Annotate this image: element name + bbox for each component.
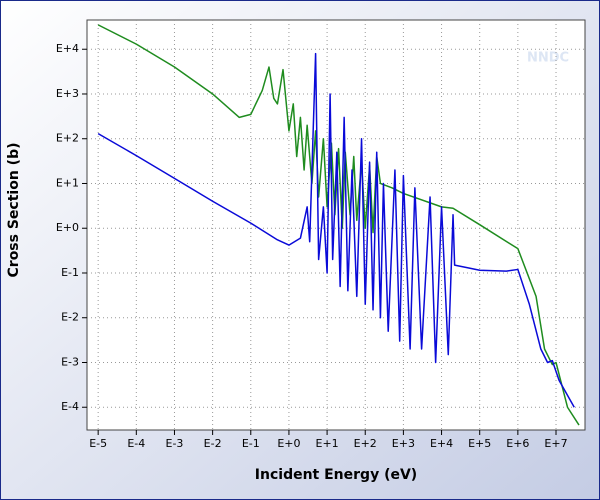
y-tick-label: E+1: [56, 176, 79, 189]
x-tick-label: E+6: [506, 437, 529, 450]
x-axis-label: Incident Energy (eV): [255, 467, 417, 483]
plot-area: [86, 19, 586, 431]
x-tick-label: E+4: [430, 437, 453, 450]
x-tick-label: E-5: [89, 437, 107, 450]
y-tick-label: E+2: [56, 132, 79, 145]
series-line: [97, 52, 575, 408]
y-tick-label: E-2: [61, 311, 79, 324]
series-group: [97, 24, 580, 426]
x-tick-label: E+1: [316, 437, 339, 450]
y-axis-label: Cross Section (b): [6, 143, 22, 278]
x-tick-label: E+5: [468, 437, 491, 450]
x-tick-label: E+0: [277, 437, 300, 450]
x-tick-label: E-1: [242, 437, 260, 450]
series-line: [97, 24, 580, 426]
y-tick-label: E+4: [56, 42, 79, 55]
y-tick-label: E-4: [61, 400, 79, 413]
y-tick-label: E+3: [56, 87, 79, 100]
x-tick-label: E-4: [127, 437, 145, 450]
x-tick-label: E+2: [354, 437, 377, 450]
y-tick-label: E+0: [56, 221, 79, 234]
y-tick-label: E-1: [61, 266, 79, 279]
x-tick-label: E-3: [166, 437, 184, 450]
y-tick-label: E-3: [61, 355, 79, 368]
x-tick-label: E+7: [544, 437, 567, 450]
x-tick-label: E-2: [204, 437, 222, 450]
watermark: NNDC: [527, 51, 569, 66]
x-tick-label: E+3: [392, 437, 415, 450]
